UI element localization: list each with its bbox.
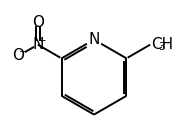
Text: N: N [32,37,43,52]
Text: −: − [18,47,27,57]
Text: CH: CH [151,37,173,52]
Text: +: + [38,36,47,46]
Text: N: N [88,32,100,47]
Text: 3: 3 [158,42,165,52]
Text: O: O [12,48,24,63]
Text: O: O [32,15,44,30]
